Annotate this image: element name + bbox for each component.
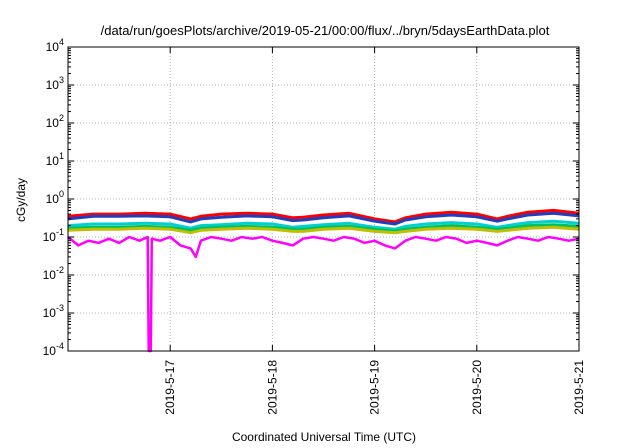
y-axis-label: cGy/day bbox=[14, 178, 28, 222]
y-tick-exponent: -1 bbox=[56, 227, 64, 237]
x-tick-labels: 2019-5-17 2019-5-18 2019-5-19 2019-5-20 2019… bbox=[163, 360, 586, 415]
x-tick-label: 2019-5-17 bbox=[163, 360, 177, 415]
x-tick-label: 2019-5-19 bbox=[368, 360, 382, 415]
y-tick-base: 10 bbox=[46, 40, 60, 54]
series-line-1 bbox=[67, 211, 580, 226]
y-tick-label: 103 bbox=[46, 75, 64, 92]
y-tick-exponent: 1 bbox=[59, 151, 64, 161]
series-line-0 bbox=[67, 208, 580, 224]
series-line-5 bbox=[67, 235, 580, 353]
x-tick-label: 2019-5-21 bbox=[572, 360, 586, 415]
x-axis-label: Coordinated Universal Time (UTC) bbox=[232, 430, 416, 444]
y-tick-base: 10 bbox=[43, 268, 57, 282]
grid bbox=[68, 47, 579, 351]
chart-title: /data/run/goesPlots/archive/2019-05-21/0… bbox=[101, 23, 550, 38]
y-tick-base: 10 bbox=[46, 154, 60, 168]
y-tick-label: 101 bbox=[46, 151, 64, 168]
y-tick-base: 10 bbox=[46, 78, 60, 92]
x-tick-label: 2019-5-18 bbox=[265, 360, 279, 415]
y-tick-exponent: -3 bbox=[56, 303, 64, 313]
y-tick-label: 10-1 bbox=[43, 227, 64, 244]
y-tick-base: 10 bbox=[43, 306, 57, 320]
series-line-4 bbox=[67, 225, 580, 235]
y-tick-base: 10 bbox=[46, 192, 60, 206]
y-tick-base: 10 bbox=[46, 116, 60, 130]
x-tick-label: 2019-5-20 bbox=[470, 360, 484, 415]
y-tick-exponent: -2 bbox=[56, 265, 64, 275]
y-tick-exponent: -4 bbox=[56, 341, 64, 351]
plot-frame bbox=[67, 46, 580, 352]
y-tick-label: 10-3 bbox=[43, 303, 64, 320]
y-tick-label: 10-4 bbox=[43, 341, 64, 358]
series-line-3 bbox=[67, 223, 580, 233]
y-tick-base: 10 bbox=[43, 230, 57, 244]
series-layer bbox=[67, 208, 580, 353]
y-tick-label: 102 bbox=[46, 113, 64, 130]
y-tick-label: 104 bbox=[46, 37, 64, 54]
y-tick-label: 100 bbox=[46, 189, 64, 206]
y-tick-exponent: 4 bbox=[59, 37, 64, 47]
y-tick-exponent: 2 bbox=[59, 113, 64, 123]
axes bbox=[67, 46, 580, 352]
y-tick-label: 10-2 bbox=[43, 265, 64, 282]
y-tick-exponent: 3 bbox=[59, 75, 64, 85]
y-tick-base: 10 bbox=[43, 344, 57, 358]
y-tick-exponent: 0 bbox=[59, 189, 64, 199]
series-line-2 bbox=[67, 219, 580, 231]
